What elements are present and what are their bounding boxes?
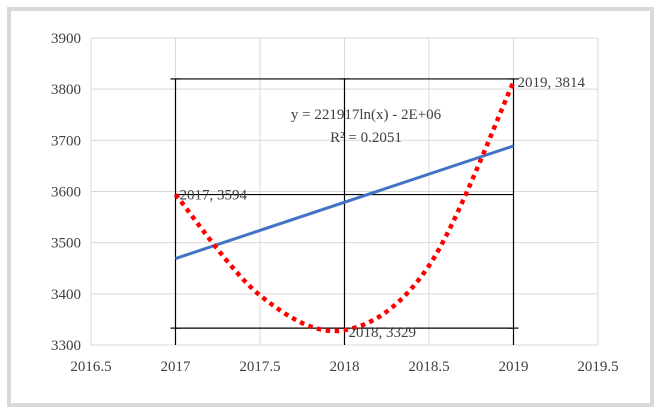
x-tick-label: 2019.5: [577, 359, 618, 375]
y-tick-label: 3400: [51, 287, 81, 303]
trendline: [175, 144, 514, 260]
x-tick-label: 2017.5: [239, 359, 280, 375]
y-tick-label: 3800: [51, 82, 81, 98]
x-tick-label: 2017: [161, 359, 192, 375]
x-tick-label: 2016.5: [70, 359, 111, 375]
data-labels: 2017, 3594 2018, 3329 2019, 3814: [180, 75, 586, 341]
chart-plot: 3300 3400 3500 3600 3700 3800 3900 2016.5 2017 20…: [51, 31, 619, 375]
y-tick-label: 3500: [51, 236, 81, 252]
y-tick-label: 3600: [51, 185, 81, 201]
trendline-line: [175, 144, 514, 260]
data-label: 2019, 3814: [518, 75, 586, 91]
chart-frame: 3300 3400 3500 3600 3700 3800 3900 2016.5 2017 20…: [7, 7, 654, 407]
tick-labels: 3300 3400 3500 3600 3700 3800 3900 2016.5 2017 20…: [51, 31, 619, 375]
x-tick-label: 2018.5: [408, 359, 449, 375]
data-label: 2018, 3329: [349, 325, 417, 341]
y-tick-label: 3900: [51, 31, 81, 47]
dotted-curve: [173, 81, 516, 334]
trendline-equation: y = 221917ln(x) - 2E+06: [291, 107, 442, 123]
x-tick-label: 2018: [330, 359, 360, 375]
trendline-r-squared: R² = 0.2051: [330, 130, 402, 146]
data-label: 2017, 3594: [180, 188, 248, 204]
y-tick-label: 3700: [51, 133, 81, 149]
dotted-curve-line: [173, 81, 516, 334]
y-tick-label: 3300: [51, 338, 81, 354]
x-tick-label: 2019: [499, 359, 529, 375]
